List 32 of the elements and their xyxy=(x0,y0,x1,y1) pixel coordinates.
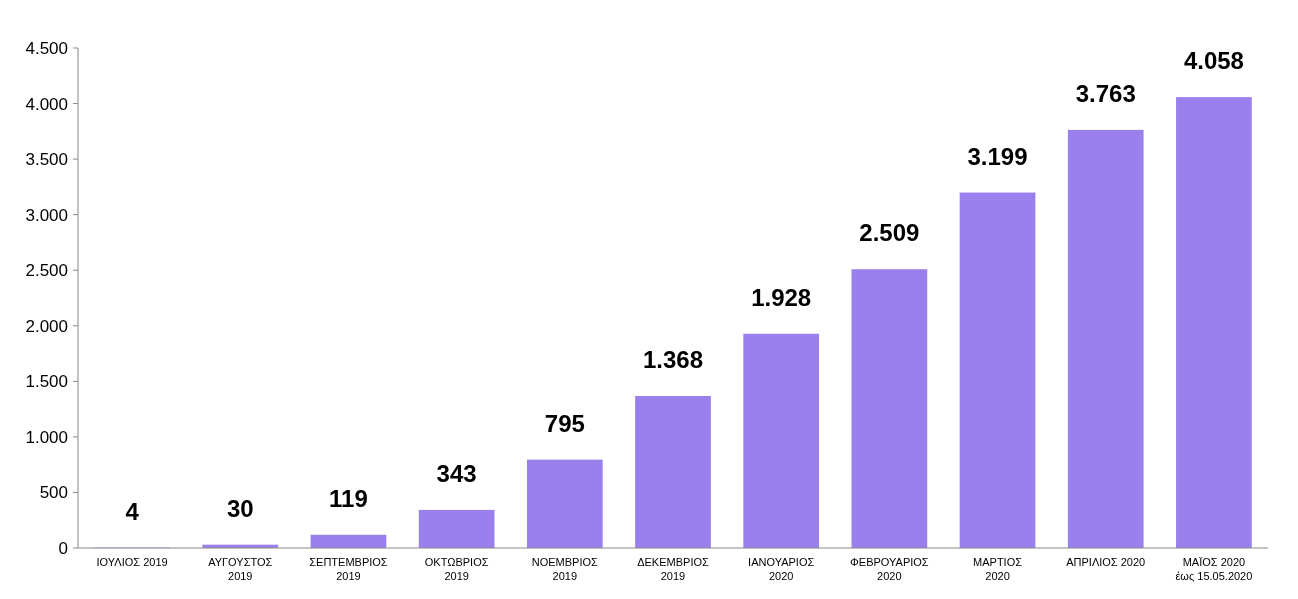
x-tick-label: ΔΕΚΕΜΒΡΙΟΣ 2019 xyxy=(637,556,709,582)
x-tick-label: ΙΑΝΟΥΑΡΙΟΣ 2020 xyxy=(748,556,815,582)
data-label: 4.058 xyxy=(1183,47,1244,75)
data-label: 343 xyxy=(436,459,477,487)
x-tick-label: ΣΕΠΤΕΜΒΡΙΟΣ 2019 xyxy=(309,556,388,582)
data-label: 30 xyxy=(226,494,254,522)
y-tick-label: 2.000 xyxy=(25,316,68,336)
data-label: 2.509 xyxy=(859,219,920,247)
x-tick-label: ΟΚΤΩΒΡΙΟΣ 2019 xyxy=(424,556,489,582)
y-tick-label: 4.500 xyxy=(25,38,68,58)
data-label: 4 xyxy=(125,497,140,525)
data-label: 1.928 xyxy=(751,283,812,311)
y-tick-label: 1.500 xyxy=(25,372,68,392)
data-label: 795 xyxy=(544,409,585,437)
data-label: 3.763 xyxy=(1075,79,1136,107)
data-label: 119 xyxy=(329,484,368,512)
y-tick-label: 1.000 xyxy=(25,427,68,447)
y-tick-label: 3.500 xyxy=(25,150,68,170)
x-tick-label: ΦΕΒΡΟΥΑΡΙΟΣ 2020 xyxy=(850,556,929,582)
data-label: 1.368 xyxy=(642,346,704,373)
x-tick-label: ΑΥΓΟΥΣΤΟΣ 2019 xyxy=(208,556,273,582)
y-tick-label: 3.000 xyxy=(25,205,68,225)
x-tick-label: ΑΠΡΙΛΙΟΣ 2020 xyxy=(1066,556,1146,568)
x-tick-label: ΜΑΡΤΙΟΣ 2020 xyxy=(973,556,1023,582)
data-label: 3.199 xyxy=(967,142,1028,170)
x-tick-label: ΜΑΪΟΣ 2020 έως 15.05.2020 xyxy=(1175,556,1253,582)
x-tick-label: ΝΟΕΜΒΡΙΟΣ 2019 xyxy=(531,556,599,582)
x-tick-label: ΙΟΥΛΙΟΣ 2019 xyxy=(96,556,168,568)
y-tick-label: 4.000 xyxy=(25,94,68,114)
y-tick-label: 2.500 xyxy=(25,261,68,281)
y-tick-label: 500 xyxy=(39,483,68,503)
y-tick-label: 0 xyxy=(58,538,68,558)
